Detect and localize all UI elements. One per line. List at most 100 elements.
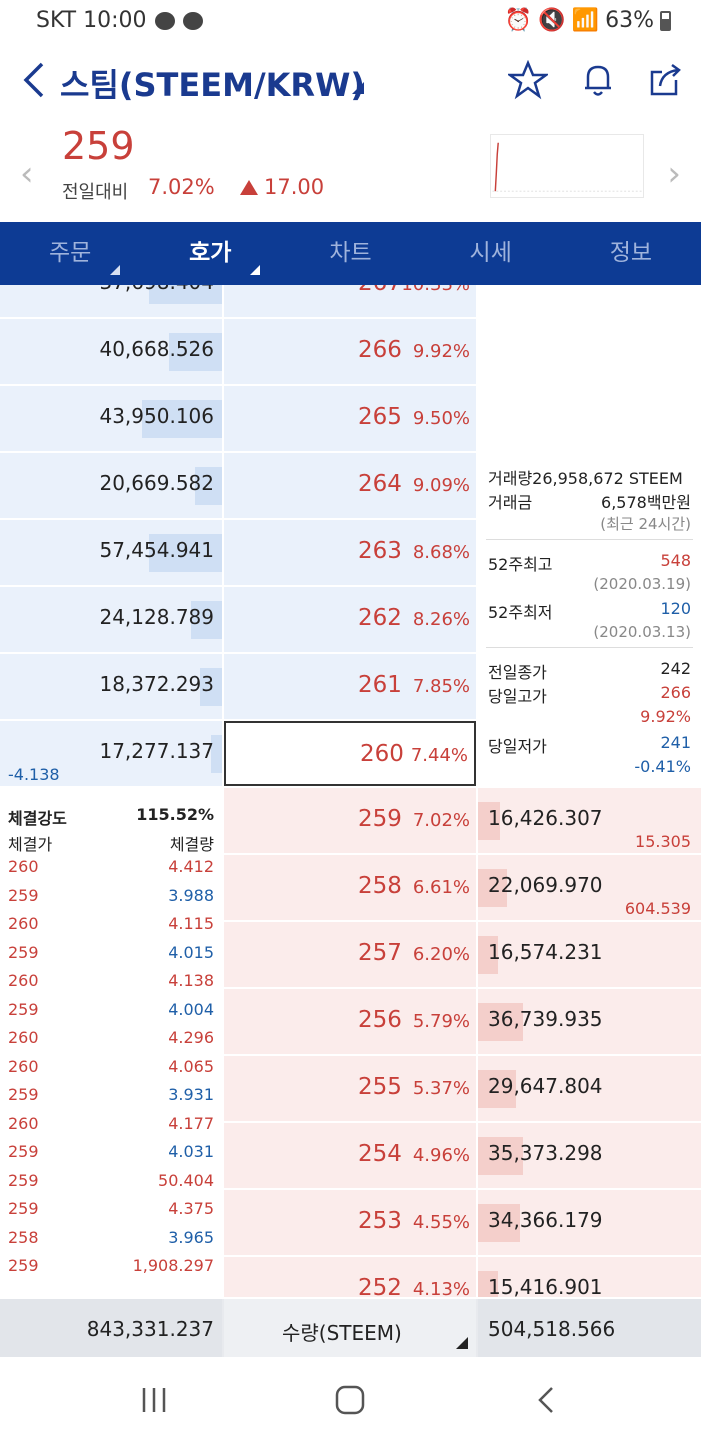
ask-price-cell[interactable]: 261 7.85% <box>224 654 476 719</box>
share-icon[interactable] <box>646 60 686 100</box>
trade-volume: 4.412 <box>168 857 214 876</box>
ask-price-cell[interactable]: 26710.33% <box>224 285 476 317</box>
ask-qty-cell: 43,950.106 <box>0 386 222 451</box>
ask-total: 843,331.237 <box>86 1317 214 1341</box>
trade-price: 259 <box>8 942 39 962</box>
ask-row[interactable]: 40,668.526 266 9.92% <box>0 319 701 385</box>
trade-volume: 4.031 <box>168 1142 214 1161</box>
prev-close-label: 전일종가 <box>488 663 547 682</box>
tab-label: 주문 <box>48 240 92 266</box>
bid-row[interactable]: 256 5.79% 36,739.935 <box>0 989 701 1055</box>
ask-qty-cell: 40,668.526 <box>0 319 222 384</box>
unit-caret-icon <box>456 1337 468 1349</box>
bid-price-cell[interactable]: 259 7.02% <box>224 788 476 853</box>
trade-price: 259 <box>8 1199 39 1218</box>
volume-24h: 거래량26,958,672 STEEM <box>488 469 683 488</box>
bid-row[interactable]: 259 7.02% 16,426.307 15.305 <box>0 788 701 854</box>
unit-selector[interactable]: 수량(STEEM) <box>224 1299 476 1357</box>
bell-icon[interactable] <box>578 60 618 100</box>
change-percent: 7.02% <box>148 175 215 199</box>
bid-qty: 29,647.804 <box>488 1074 603 1098</box>
trade-row: 259 3.931 <box>0 1085 222 1113</box>
trade-price: 259 <box>8 1142 39 1161</box>
market-title[interactable]: 스팀(STEEM/KRW) <box>60 66 365 104</box>
ask-percent: 10.33% <box>401 285 470 295</box>
ask-price-cell[interactable]: 262 8.26% <box>224 587 476 652</box>
ask-price-cell[interactable]: 264 9.09% <box>224 453 476 518</box>
ask-row[interactable]: 24,128.789 262 8.26% <box>0 587 701 653</box>
ask-row[interactable]: 18,372.293 261 7.85% <box>0 654 701 720</box>
trade-price: 259 <box>8 885 39 905</box>
high52-label: 52주최고 <box>488 555 553 574</box>
day-low-percent: -0.41% <box>634 757 691 776</box>
ask-row[interactable]: 20,669.582 264 9.09% <box>0 453 701 519</box>
ask-percent: 8.68% <box>412 542 470 563</box>
bid-price-cell[interactable]: 258 6.61% <box>224 855 476 920</box>
trade-volume: 4.015 <box>168 942 214 962</box>
ask-price-cell[interactable]: 265 9.50% <box>224 386 476 451</box>
back-arrow-icon[interactable] <box>18 58 50 102</box>
tab-info[interactable]: 정보 <box>561 222 701 285</box>
home-icon[interactable] <box>330 1382 370 1418</box>
title-bar: 스팀(STEEM/KRW) <box>0 50 701 116</box>
tab-orderbook[interactable]: 호가 <box>140 222 280 285</box>
tab-order[interactable]: 주문 <box>0 222 140 285</box>
bid-change: 604.539 <box>624 899 691 918</box>
bid-price: 258 <box>358 873 402 899</box>
bid-price-cell[interactable]: 254 4.96% <box>224 1123 476 1188</box>
ask-price-cell[interactable]: 260 7.44% <box>224 721 476 786</box>
bid-row[interactable]: 252 4.13% 15,416.901 <box>0 1257 701 1297</box>
tab-label: 정보 <box>609 240 653 266</box>
bid-volume-bar <box>478 1204 520 1242</box>
bid-price-cell[interactable]: 255 5.37% <box>224 1056 476 1121</box>
bid-qty: 22,069.970 <box>488 873 603 897</box>
ask-row[interactable]: 57,454.941 263 8.68% <box>0 520 701 586</box>
title-dropdown-icon[interactable] <box>350 80 366 96</box>
order-book[interactable]: 37,698.404 26710.33% 40,668.526 266 9.92% 43,… <box>0 285 701 1297</box>
ask-volume-bar <box>191 601 222 639</box>
period-note: (최근 24시간) <box>600 515 691 533</box>
ask-empty-cell <box>478 386 701 451</box>
message-icon <box>154 11 175 30</box>
bid-price-cell[interactable]: 257 6.20% <box>224 922 476 987</box>
trade-volume: 4.296 <box>168 1028 214 1047</box>
back-nav-icon[interactable] <box>526 1382 566 1418</box>
tab-quotes[interactable]: 시세 <box>421 222 561 285</box>
carrier-time: SKT 10:00 <box>36 8 147 33</box>
ask-row[interactable]: 43,950.106 265 9.50% <box>0 386 701 452</box>
bid-row[interactable]: 255 5.37% 29,647.804 <box>0 1056 701 1122</box>
tab-chart[interactable]: 차트 <box>280 222 420 285</box>
bid-row[interactable]: 253 4.55% 34,366.179 <box>0 1190 701 1256</box>
bid-price-cell[interactable]: 256 5.79% <box>224 989 476 1054</box>
status-left: SKT 10:00 <box>36 8 203 33</box>
amount-value: 6,578백만원 <box>601 493 691 512</box>
trade-price: 260 <box>8 1113 39 1133</box>
recent-apps-icon[interactable] <box>134 1382 174 1418</box>
ask-price-cell[interactable]: 263 8.68% <box>224 520 476 585</box>
trade-row: 260 4.412 <box>0 857 222 885</box>
bid-price-cell[interactable]: 252 4.13% <box>224 1257 476 1297</box>
ask-row[interactable]: 17,277.137 -4.138 260 7.44% <box>0 721 701 787</box>
bid-volume-bar <box>478 1271 498 1297</box>
bid-row[interactable]: 258 6.61% 22,069.970 604.539 <box>0 855 701 921</box>
prev-coin-icon[interactable]: ‹ <box>20 154 34 194</box>
trade-row: 260 4.138 <box>0 971 222 999</box>
tab-caret-icon <box>110 265 121 275</box>
star-icon[interactable] <box>508 60 548 100</box>
ask-price-cell[interactable]: 266 9.92% <box>224 319 476 384</box>
tab-label: 차트 <box>329 240 372 266</box>
ask-percent: 9.92% <box>412 341 470 362</box>
bid-volume-bar <box>478 802 500 840</box>
next-coin-icon[interactable]: › <box>667 154 681 194</box>
tab-label: 호가 <box>189 240 232 266</box>
ask-volume-bar <box>211 735 222 773</box>
change-amount: 17.00 <box>264 175 325 199</box>
bid-row[interactable]: 254 4.96% 35,373.298 <box>0 1123 701 1189</box>
divider <box>486 539 693 540</box>
bid-percent: 4.55% <box>412 1212 470 1233</box>
bid-price-cell[interactable]: 253 4.55% <box>224 1190 476 1255</box>
trade-price: 259 <box>8 1170 39 1190</box>
ask-row[interactable]: 37,698.404 26710.33% <box>0 285 701 318</box>
bid-qty: 16,574.231 <box>488 940 603 964</box>
bid-row[interactable]: 257 6.20% 16,574.231 <box>0 922 701 988</box>
